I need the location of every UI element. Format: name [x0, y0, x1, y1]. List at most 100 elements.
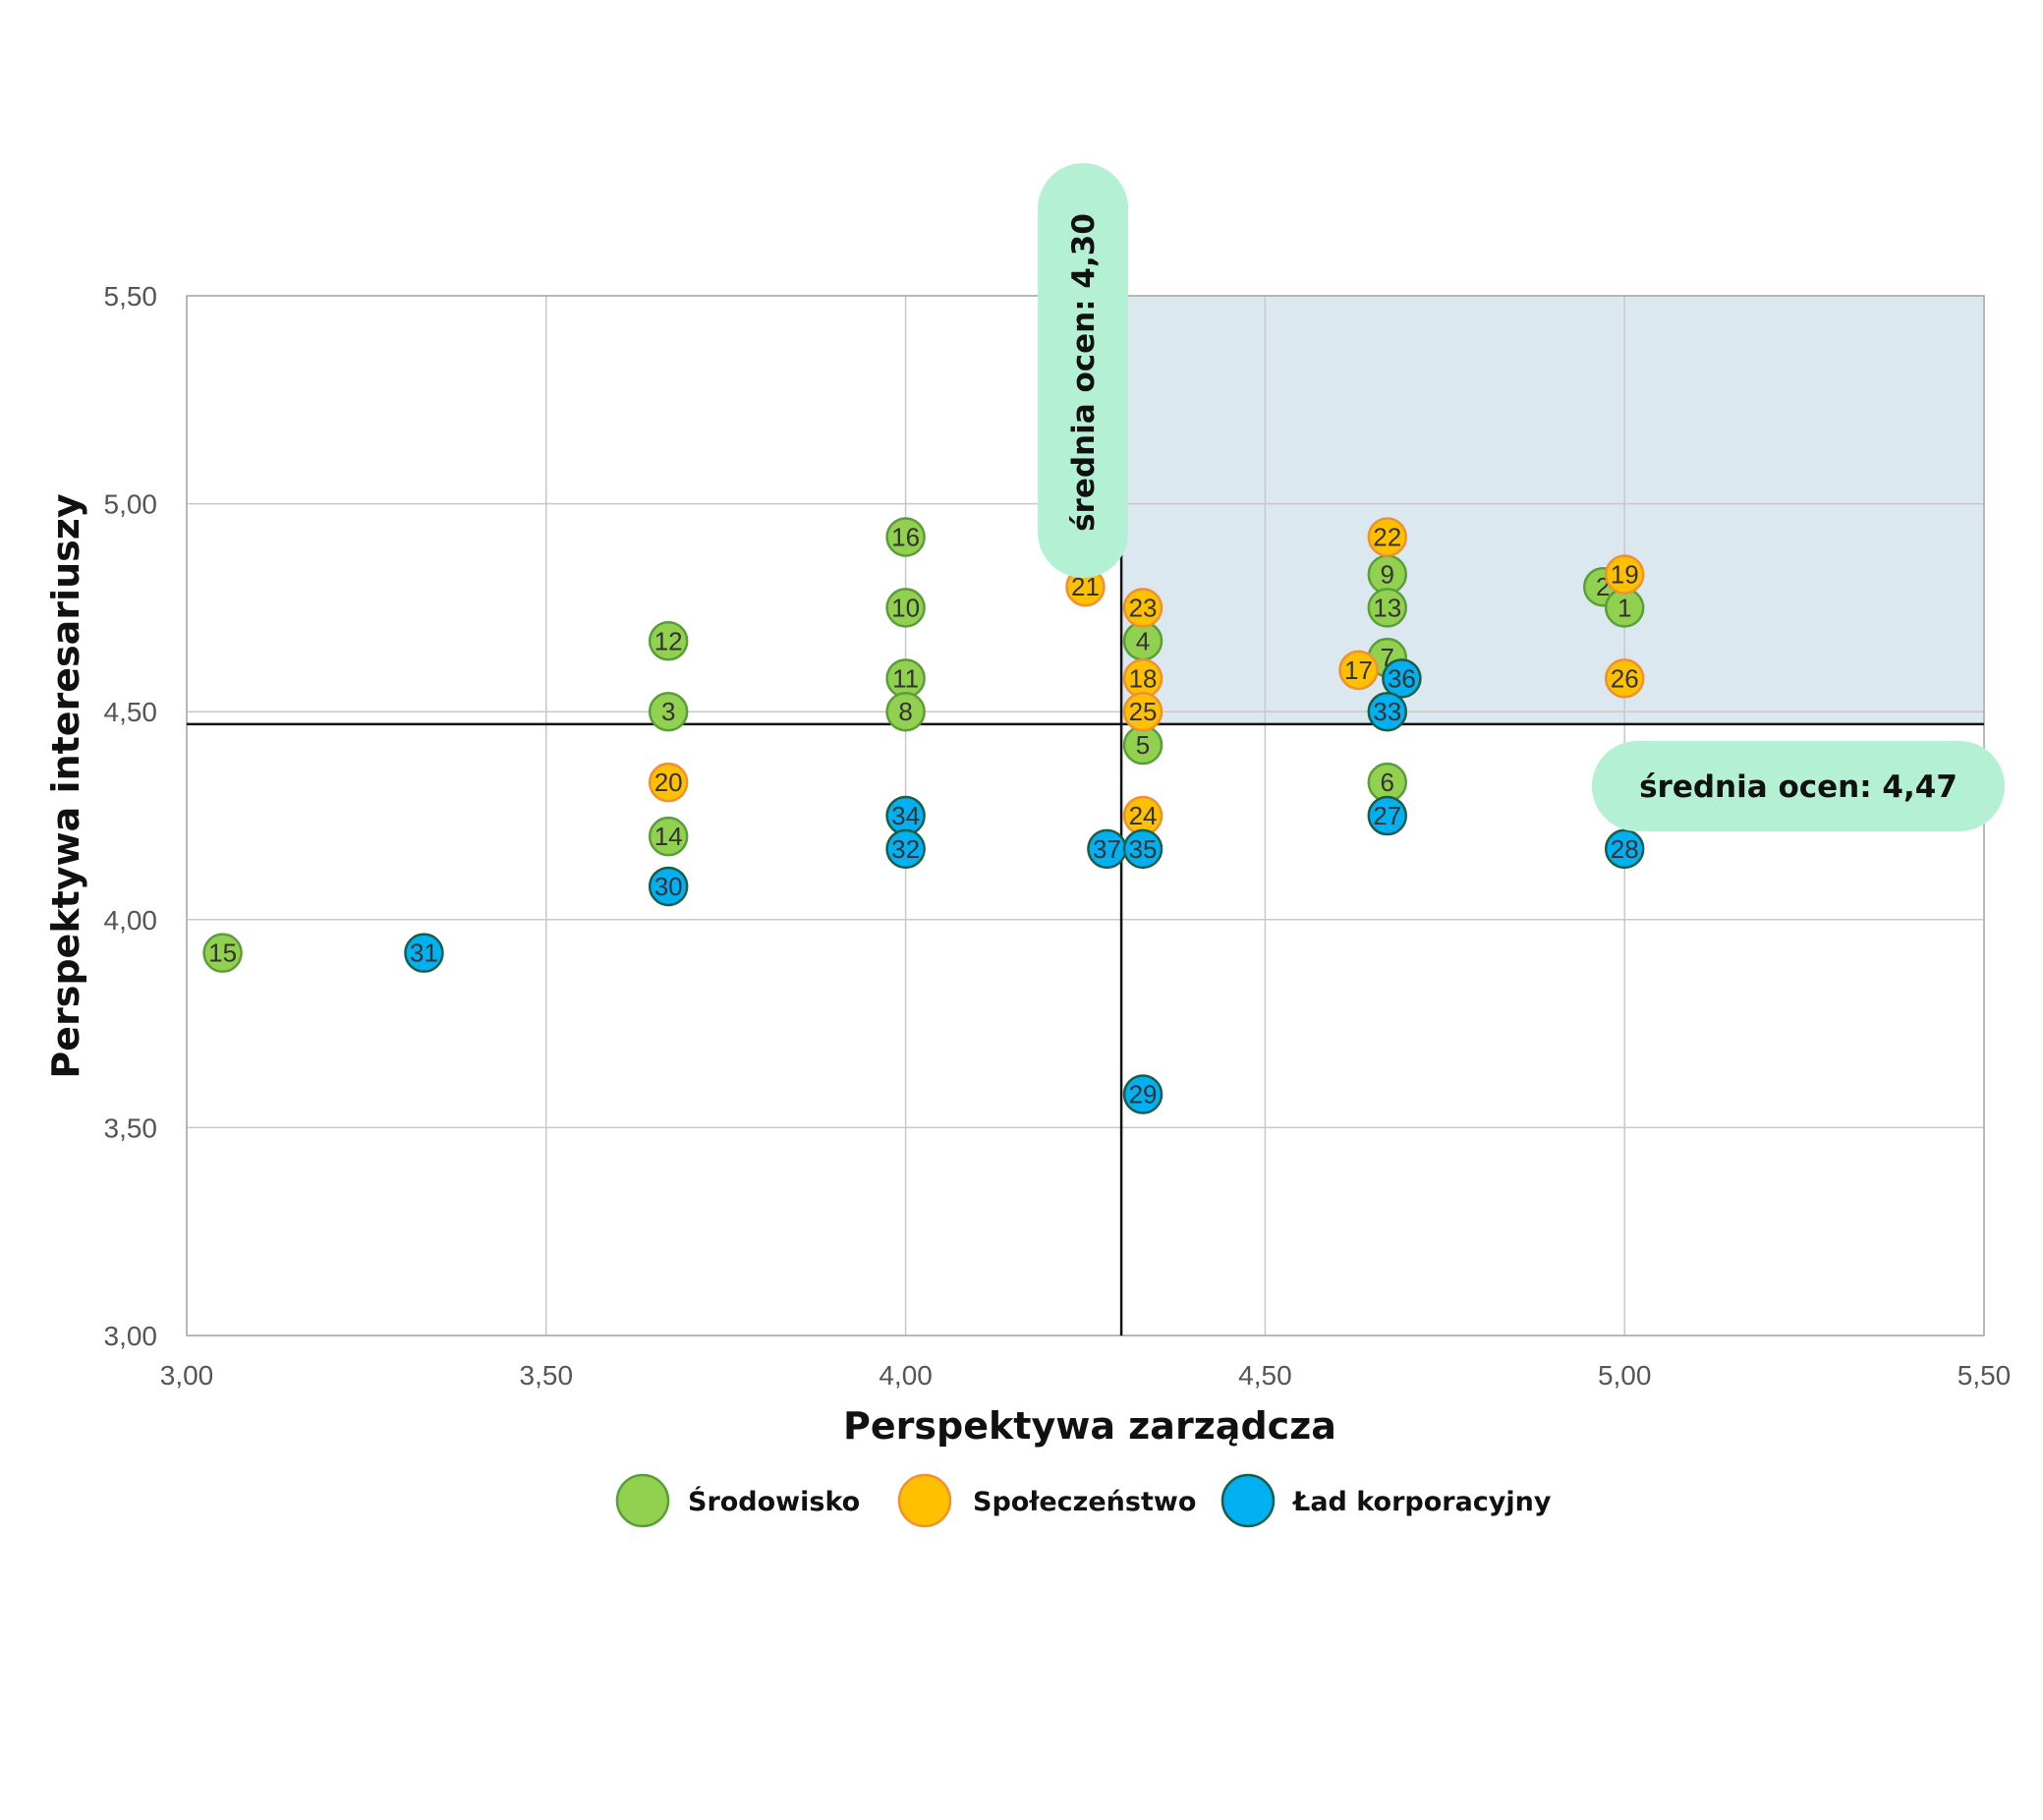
- x-tick-label: 4,00: [879, 1360, 933, 1391]
- data-point-marker: [885, 588, 926, 628]
- data-point-label: 29: [1129, 1080, 1158, 1109]
- data-point: 9: [1367, 554, 1408, 595]
- data-point: 16: [885, 517, 926, 557]
- data-point: 28: [1604, 828, 1645, 870]
- data-point-label: 20: [654, 768, 683, 797]
- data-point-marker: [1122, 828, 1163, 870]
- data-point-label: 34: [891, 801, 920, 830]
- data-point: 25: [1122, 691, 1163, 732]
- data-point-marker: [1382, 658, 1422, 699]
- avg-y-label: średnia ocen: 4,47: [1639, 769, 1958, 805]
- average-badges: średnia ocen: 4,30 średnia ocen: 4,47: [1038, 163, 2005, 831]
- legend-marker: [897, 1473, 952, 1528]
- data-point: 20: [648, 762, 689, 803]
- x-tick-label: 3,00: [160, 1360, 214, 1391]
- data-point-marker: [1367, 691, 1408, 732]
- y-tick-label: 4,50: [104, 697, 158, 727]
- data-point-label: 3: [661, 697, 675, 726]
- data-point-label: 28: [1611, 834, 1639, 864]
- y-tick-label: 3,00: [104, 1321, 158, 1351]
- data-point: 31: [404, 933, 444, 973]
- data-point-marker: [1122, 691, 1163, 732]
- data-point: 6: [1367, 762, 1408, 803]
- x-tick-label: 4,50: [1238, 1360, 1292, 1391]
- data-point-label: 13: [1373, 593, 1401, 622]
- data-point-label: 6: [1381, 768, 1394, 797]
- y-tick-label: 5,00: [104, 489, 158, 520]
- legend: Środowisko Społeczeństwo Ład korporacyjny: [615, 1473, 1552, 1528]
- data-point: 13: [1367, 588, 1408, 628]
- data-point-label: 5: [1136, 730, 1150, 760]
- data-point-marker: [648, 816, 689, 857]
- axis-ticks: 3,00 3,50 4,00 4,50 5,00 5,50 3,00 3,50 4,00 4,50…: [104, 281, 2012, 1391]
- data-point: 11: [885, 658, 926, 699]
- avg-x-label: średnia ocen: 4,30: [1066, 213, 1102, 532]
- data-point: 10: [885, 588, 926, 628]
- data-point-label: 1: [1617, 593, 1631, 622]
- data-point-marker: [1367, 795, 1408, 836]
- y-axis-title: Perspektywa interesariuszy: [44, 493, 87, 1078]
- data-point: 36: [1382, 658, 1422, 699]
- legend-label: Społeczeństwo: [973, 1487, 1196, 1517]
- legend-label: Ład korporacyjny: [1291, 1487, 1552, 1517]
- data-point-label: 22: [1373, 522, 1401, 551]
- x-axis-title: Perspektywa zarządcza: [843, 1404, 1336, 1448]
- data-point-label: 16: [891, 522, 920, 551]
- legend-item: Środowisko: [615, 1473, 860, 1528]
- data-point-marker: [1122, 1074, 1163, 1114]
- data-point: 35: [1122, 828, 1163, 870]
- data-point-label: 26: [1611, 663, 1639, 693]
- data-point-label: 9: [1381, 560, 1394, 590]
- x-tick-label: 5,00: [1598, 1360, 1652, 1391]
- data-point: 21: [1065, 566, 1106, 607]
- legend-marker: [615, 1473, 670, 1528]
- avg-x-badge: [1038, 163, 1129, 578]
- data-point-marker: [1604, 658, 1645, 699]
- data-point-label: 15: [208, 938, 237, 968]
- data-point-marker: [1367, 588, 1408, 628]
- legend-marker: [1220, 1473, 1276, 1528]
- data-point-marker: [1604, 828, 1645, 870]
- data-point: 17: [1338, 650, 1379, 691]
- data-point-marker: [648, 621, 689, 661]
- data-point: 18: [1122, 658, 1163, 699]
- data-point-label: 30: [654, 872, 683, 901]
- data-point: 33: [1367, 691, 1408, 732]
- data-point-label: 4: [1136, 626, 1150, 655]
- data-point-marker: [885, 517, 926, 557]
- data-point: 5: [1122, 724, 1163, 766]
- data-point: 24: [1122, 795, 1163, 836]
- y-tick-label: 5,50: [104, 281, 158, 312]
- x-tick-label: 3,50: [520, 1360, 574, 1391]
- data-point-label: 36: [1388, 663, 1416, 693]
- data-point-marker: [648, 691, 689, 732]
- x-tick-label: 5,50: [1958, 1360, 2012, 1391]
- legend-item: Ład korporacyjny: [1220, 1473, 1552, 1528]
- data-point: 26: [1604, 658, 1645, 699]
- data-point-marker: [1338, 650, 1379, 691]
- highlight-rect: [1121, 296, 1984, 724]
- data-point-marker: [885, 828, 926, 870]
- data-point-marker: [648, 866, 689, 907]
- data-point-label: 18: [1129, 663, 1158, 693]
- data-point-label: 23: [1129, 593, 1158, 622]
- data-point-label: 12: [654, 626, 683, 655]
- data-point: 4: [1122, 621, 1163, 661]
- data-point-marker: [648, 762, 689, 803]
- data-point-label: 19: [1611, 560, 1639, 590]
- data-point-marker: [1122, 588, 1163, 628]
- data-point: 32: [885, 828, 926, 870]
- data-point: 27: [1367, 795, 1408, 836]
- avg-y-badge: [1592, 741, 2005, 831]
- data-point: 1: [1604, 588, 1645, 628]
- data-point-label: 27: [1373, 801, 1401, 830]
- data-point-marker: [885, 691, 926, 732]
- data-point: 8: [885, 691, 926, 732]
- data-point: 3: [648, 691, 689, 732]
- data-point-label: 31: [410, 938, 438, 968]
- data-point: 14: [648, 816, 689, 857]
- data-point-label: 32: [891, 834, 920, 864]
- data-point: 37: [1087, 828, 1127, 870]
- data-point-label: 11: [892, 663, 919, 693]
